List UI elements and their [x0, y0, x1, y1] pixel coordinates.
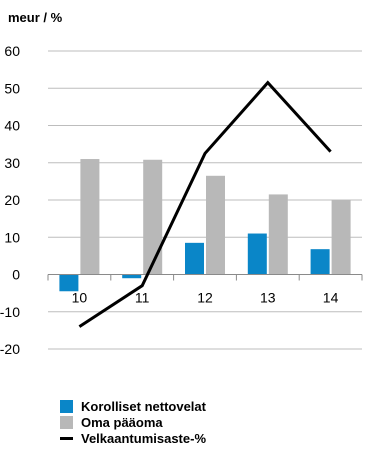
- legend-swatch-blue: [60, 399, 73, 413]
- bar: [247, 233, 267, 275]
- x-tick-labels: 10 11 12 13 14: [72, 290, 339, 306]
- y-tick-label: 60: [4, 43, 20, 59]
- bar: [122, 274, 142, 279]
- y-tick-label: 10: [4, 229, 20, 245]
- x-tick-label: 10: [72, 290, 88, 306]
- chart: 60 50 40 30 20 10 0 -10 -20 10 11 12 13 14: [0, 43, 363, 357]
- y-tick-label: -20: [0, 341, 20, 357]
- legend-label-velkaantumisaste: Velkaantumisaste-%: [81, 430, 207, 446]
- bar: [206, 175, 225, 275]
- line-series: [78, 80, 332, 328]
- y-tick-label: 20: [4, 192, 20, 208]
- x-tick-label: 11: [135, 290, 150, 306]
- y-tick-label: 40: [4, 118, 20, 134]
- x-tick-label: 14: [323, 290, 339, 306]
- legend: Korolliset nettovelat Oma pääoma Velkaan…: [60, 398, 206, 446]
- gridlines: [48, 50, 362, 350]
- bar: [185, 242, 204, 275]
- legend-swatch-gray: [60, 415, 73, 429]
- bar: [310, 249, 330, 275]
- bar: [59, 274, 79, 292]
- x-tick-label: 13: [260, 290, 276, 306]
- zero-axis: [47, 274, 363, 281]
- y-tick-label: 30: [4, 155, 20, 171]
- bar: [143, 159, 163, 275]
- y-tick-label: 0: [12, 267, 20, 283]
- legend-item-velkaantumisaste: Velkaantumisaste-%: [60, 430, 206, 446]
- legend-label-oma-paaoma: Oma pääoma: [81, 414, 163, 430]
- y-tick-labels: 60 50 40 30 20 10 0 -10 -20: [0, 43, 20, 357]
- y-tick-label: -10: [0, 304, 20, 320]
- x-tick-label: 12: [197, 290, 213, 306]
- y-tick-label: 50: [4, 80, 20, 96]
- legend-item-oma-paaoma: Oma pääoma: [60, 414, 206, 430]
- bar: [268, 194, 288, 275]
- series-line: [78, 80, 332, 328]
- legend-label-korolliset: Korolliset nettovelat: [81, 398, 206, 414]
- bars: [59, 159, 351, 292]
- unit-label: meur / %: [8, 10, 63, 25]
- bar: [80, 159, 100, 275]
- legend-swatch-line: [60, 436, 73, 440]
- bar: [331, 200, 351, 275]
- legend-item-korolliset: Korolliset nettovelat: [60, 398, 206, 414]
